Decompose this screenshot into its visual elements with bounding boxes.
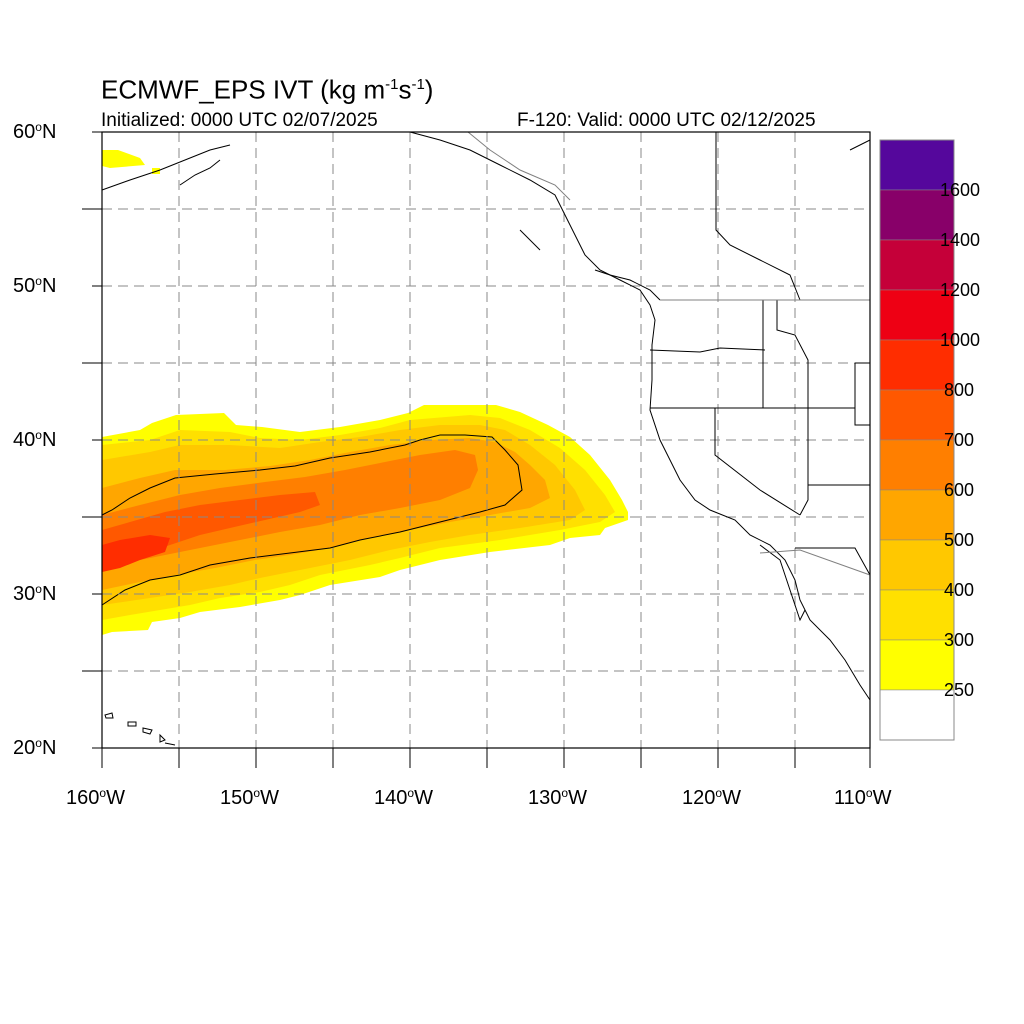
map-title: ECMWF_EPS IVT (kg m-1s-1) [101, 74, 434, 105]
colorbar-label-500: 500 [944, 530, 975, 550]
colorbar-label-800: 800 [944, 380, 975, 400]
lat-label-40n: 40oN [13, 428, 57, 451]
colorbar-label-600: 600 [944, 480, 975, 500]
coastlines [101, 131, 871, 701]
lat-label-20n: 20oN [13, 736, 57, 759]
ivt-250-alaska-region [102, 150, 145, 168]
lat-label-60n: 60oN [13, 120, 57, 143]
tick-marks [82, 131, 871, 768]
colorbar-label-1400: 1400 [940, 230, 981, 250]
colorbar [879, 139, 955, 741]
colorbar-label-700: 700 [944, 430, 975, 450]
country-borders [467, 131, 871, 576]
lon-label-130w: 130oW [528, 786, 587, 809]
initialized-time: Initialized: 0000 UTC 02/07/2025 [101, 110, 378, 131]
hawaii-islands [104, 712, 176, 746]
colorbar-label-1200: 1200 [940, 280, 981, 300]
colorbar-label-1000: 1000 [940, 330, 981, 350]
lon-label-150w: 150oW [220, 786, 279, 809]
ivt-800-region [102, 535, 170, 572]
colorbar-label-250: 250 [944, 680, 975, 700]
colorbar-label-300: 300 [944, 630, 975, 650]
lon-label-120w: 120oW [682, 786, 741, 809]
lat-label-50n: 50oN [13, 274, 57, 297]
colorbar-label-1600: 1600 [940, 180, 981, 200]
valid-time: F-120: Valid: 0000 UTC 02/12/2025 [517, 110, 816, 131]
ivt-700-region [102, 492, 320, 570]
grid-lines [102, 132, 870, 748]
colorbar-label-400: 400 [944, 580, 975, 600]
lon-label-160w: 160oW [66, 786, 125, 809]
ivt-shading [102, 150, 628, 635]
state-borders [649, 132, 871, 576]
lon-label-110w: 110oW [834, 786, 892, 809]
lat-label-30n: 30oN [13, 582, 57, 605]
lon-label-140w: 140oW [374, 786, 433, 809]
ivt-contour [101, 434, 523, 606]
